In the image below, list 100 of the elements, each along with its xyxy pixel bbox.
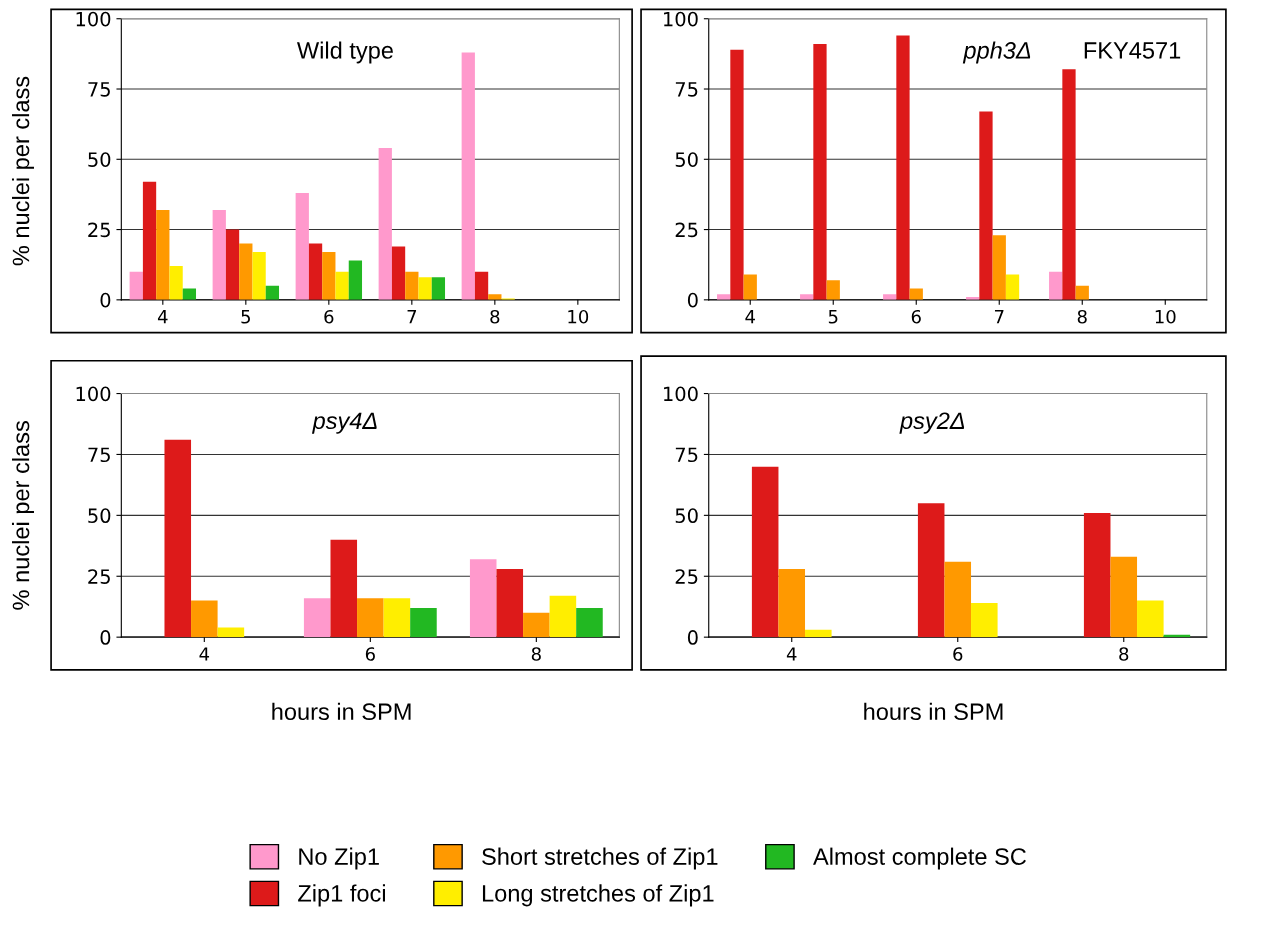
bar	[431, 277, 446, 300]
y-tick-label: 0	[687, 630, 698, 645]
bar	[523, 612, 550, 638]
y-tick-label: 100	[76, 386, 111, 402]
bar	[549, 595, 577, 638]
x-tick-label: 6	[911, 309, 921, 324]
x-tick-label: 4	[745, 310, 755, 324]
bar	[225, 229, 240, 300]
bar	[348, 260, 363, 300]
bar	[322, 252, 336, 300]
y-tick-label: 0	[687, 292, 698, 308]
bar	[405, 271, 419, 300]
bar	[1049, 271, 1063, 300]
y-tick-label: 100	[664, 11, 698, 27]
bar	[239, 243, 253, 300]
bar	[1075, 285, 1089, 300]
text: pph3Δ	[962, 41, 1031, 64]
bar	[418, 277, 432, 300]
legend-label: Long stretches of Zip1	[482, 884, 714, 907]
x-tick-label: 10	[568, 309, 589, 324]
annotation: FKY4571	[1084, 42, 1181, 59]
bar	[813, 44, 827, 300]
bar	[391, 246, 406, 300]
bar	[217, 627, 245, 638]
x-tick-label: 6	[365, 647, 375, 661]
x-tick-label: 4	[786, 647, 797, 661]
bar	[164, 439, 192, 638]
bar	[1005, 274, 1020, 300]
x-tick-label: 6	[953, 647, 963, 661]
bar	[917, 503, 945, 638]
bar	[751, 466, 779, 638]
bar	[1137, 600, 1164, 638]
bar	[730, 49, 744, 300]
y-tick-label: 50	[675, 152, 698, 167]
bar	[826, 280, 840, 300]
y-tick-label: 50	[88, 152, 111, 167]
bar	[142, 181, 157, 300]
x-tick-label: 5	[241, 310, 250, 324]
text: psy2Δ	[899, 412, 965, 434]
y-tick-label: 50	[675, 508, 698, 524]
bar	[169, 266, 183, 300]
bar	[1110, 556, 1138, 638]
bar	[303, 598, 331, 638]
bar	[1062, 69, 1076, 300]
x-tick-label: 7	[994, 310, 1004, 324]
y-tick-label: 0	[100, 630, 111, 645]
y-tick-label: 75	[88, 447, 110, 463]
bar	[576, 607, 603, 638]
x-tick-label: 4	[157, 310, 168, 324]
y-tick-label: 100	[76, 11, 111, 27]
bar	[778, 568, 806, 638]
bar	[265, 285, 280, 300]
text: psy4Δ	[311, 412, 377, 434]
bar	[410, 607, 437, 638]
bar	[805, 629, 832, 638]
bar	[129, 271, 143, 300]
x-axis-title: hours in SPM	[864, 702, 1003, 721]
bar	[378, 148, 392, 300]
bar	[330, 539, 358, 638]
bar	[308, 243, 323, 300]
bar	[992, 235, 1006, 300]
y-tick-label: 25	[88, 222, 110, 238]
y-tick-label: 100	[664, 386, 698, 402]
bar	[335, 271, 349, 300]
bar	[469, 559, 497, 638]
bar	[461, 52, 475, 300]
legend-label: Short stretches of Zip1	[482, 847, 718, 870]
legend-label: Zip1 foci	[298, 884, 385, 907]
bar	[295, 193, 309, 300]
bar	[191, 600, 218, 638]
bar	[896, 35, 910, 300]
y-tick-label: 75	[675, 447, 698, 463]
x-tick-label: 5	[828, 310, 838, 324]
bar	[156, 209, 170, 300]
bar	[474, 271, 489, 300]
bar	[944, 561, 972, 638]
x-tick-label: 4	[199, 647, 210, 661]
legend-label: Almost complete SC	[813, 847, 1026, 870]
bar	[971, 603, 998, 638]
bar	[496, 568, 524, 638]
bar	[979, 111, 993, 300]
x-tick-label: 7	[407, 310, 417, 324]
x-tick-label: 8	[531, 647, 541, 661]
y-tick-label: 50	[88, 508, 111, 524]
x-tick-label: 8	[490, 309, 500, 324]
y-tick-label: 25	[675, 222, 698, 238]
x-tick-label: 8	[1077, 309, 1087, 324]
bar	[212, 209, 226, 300]
bar	[743, 274, 757, 300]
bar	[1083, 512, 1111, 638]
y-tick-label: 0	[100, 292, 111, 308]
y-tick-label: 25	[675, 569, 698, 584]
x-tick-label: 6	[324, 309, 334, 324]
y-tick-label: 75	[88, 82, 110, 97]
y-axis-title: % nuclei per class	[11, 76, 34, 266]
y-axis-title: % nuclei per class	[11, 421, 34, 610]
x-axis-title: hours in SPM	[272, 702, 411, 721]
legend-label: No Zip1	[299, 847, 379, 870]
y-tick-label: 25	[88, 569, 110, 584]
bar	[252, 252, 266, 300]
